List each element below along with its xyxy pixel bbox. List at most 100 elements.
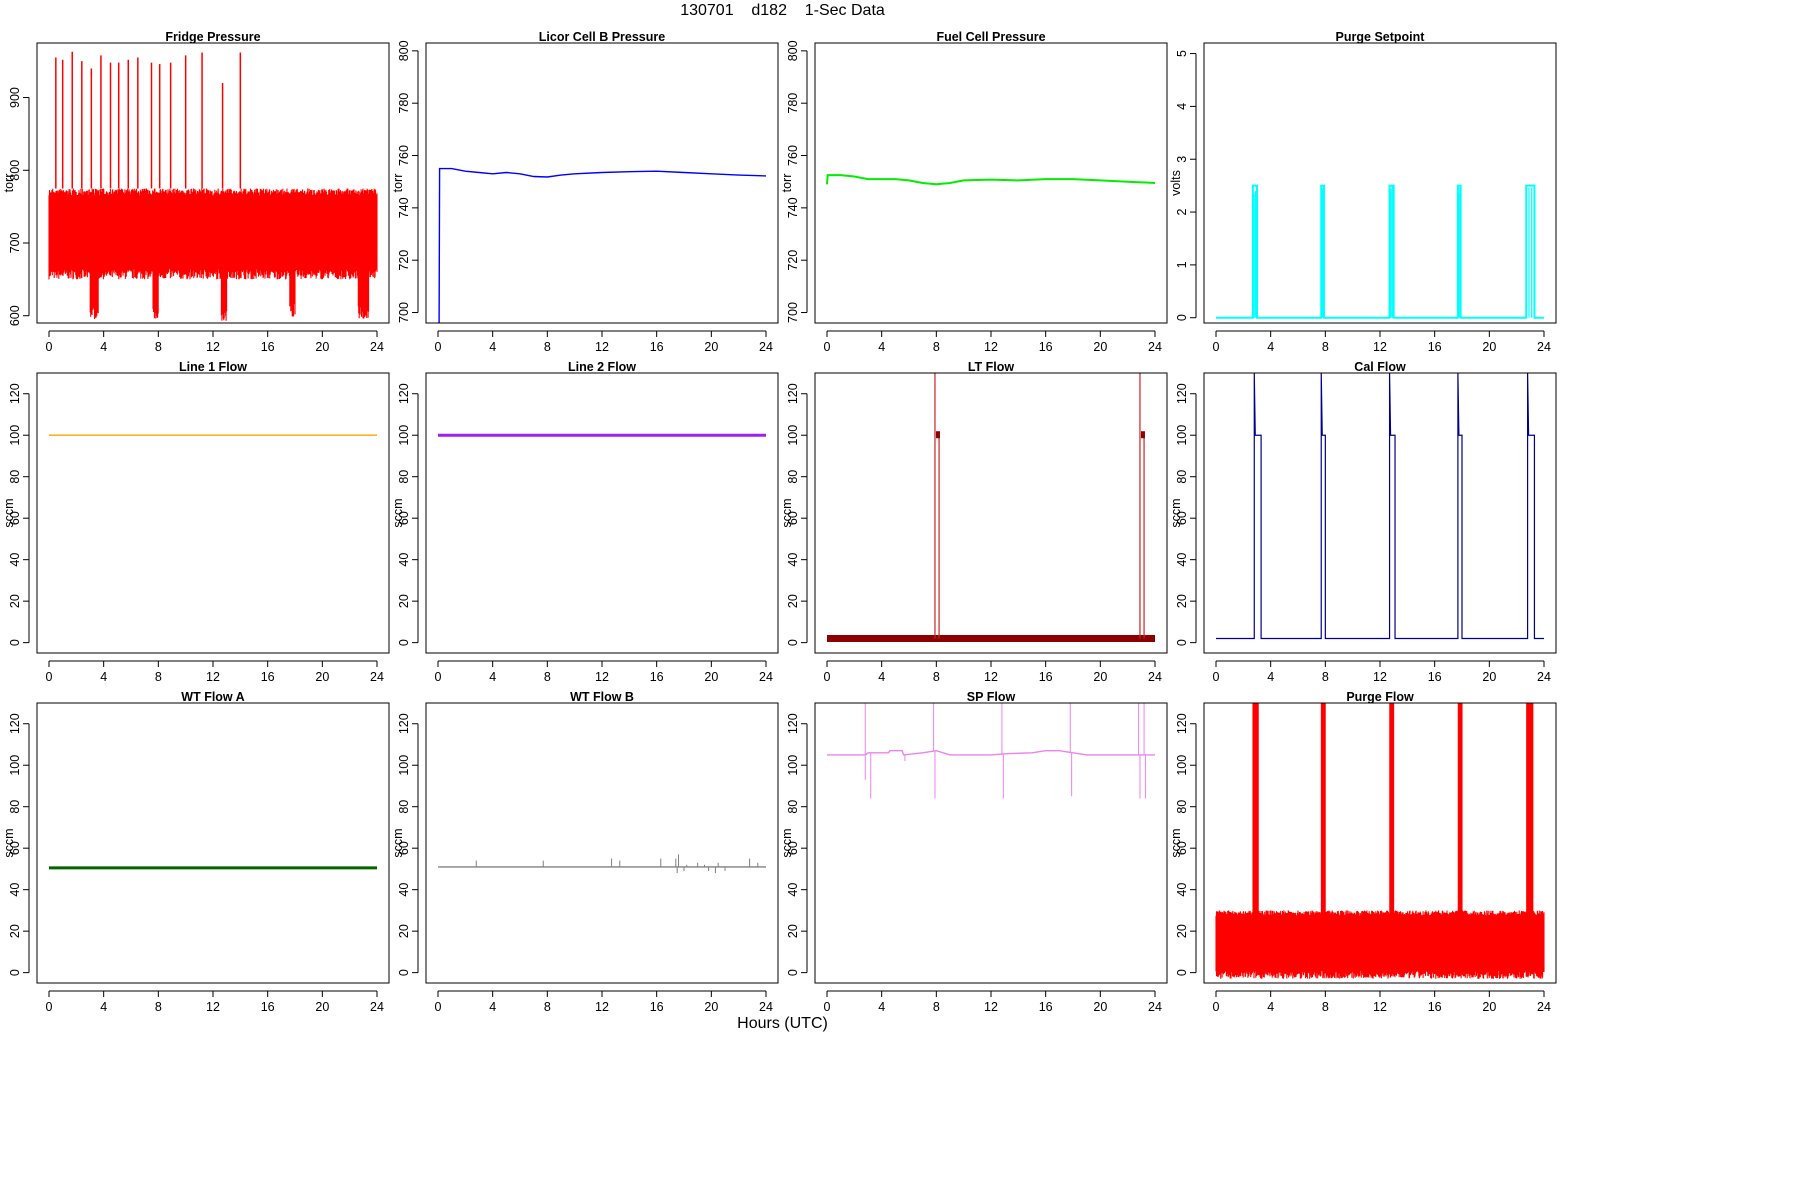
y-tick-label: 20 (786, 924, 800, 938)
x-tick-label: 16 (650, 670, 664, 684)
y-tick-label: 1 (1175, 261, 1189, 268)
x-tick-label: 4 (1267, 670, 1274, 684)
panel-title: Purge Setpoint (1336, 30, 1426, 44)
x-tick-label: 4 (489, 670, 496, 684)
y-tick-label: 100 (397, 755, 411, 776)
plot-frame (36, 702, 390, 984)
plot-frame (1203, 702, 1557, 984)
y-tick-label: 120 (786, 713, 800, 734)
x-tick-label: 20 (1482, 670, 1496, 684)
y-tick-label: 120 (397, 383, 411, 404)
y-axis-label: sccm (780, 498, 794, 527)
panel-title: SP Flow (967, 690, 1016, 704)
plot-frame (36, 372, 390, 654)
y-tick-label: 780 (786, 93, 800, 114)
x-tick-label: 12 (984, 1000, 998, 1014)
plot-frame (1203, 42, 1557, 324)
plot-area (827, 703, 1155, 799)
panel-title: LT Flow (968, 360, 1015, 374)
y-tick-label: 80 (8, 800, 22, 814)
x-tick-label: 0 (1213, 670, 1220, 684)
x-tick-label: 16 (261, 1000, 275, 1014)
x-tick-label: 20 (315, 1000, 329, 1014)
y-tick-label: 4 (1175, 103, 1189, 110)
x-tick-label: 12 (206, 340, 220, 354)
plot-area (438, 167, 767, 323)
x-tick-label: 8 (933, 340, 940, 354)
y-tick-label: 0 (1175, 639, 1189, 646)
x-tick-label: 20 (315, 670, 329, 684)
x-tick-label: 24 (759, 670, 773, 684)
x-tick-label: 12 (984, 670, 998, 684)
x-tick-label: 0 (435, 340, 442, 354)
y-tick-label: 20 (1175, 594, 1189, 608)
y-axis-label: torr (391, 174, 405, 193)
data-band (1215, 703, 1545, 979)
x-tick-label: 4 (1267, 340, 1274, 354)
x-tick-label: 4 (878, 670, 885, 684)
x-tick-label: 8 (1322, 1000, 1329, 1014)
y-tick-label: 120 (1175, 713, 1189, 734)
x-tick-label: 0 (435, 670, 442, 684)
y-axis-label: torr (2, 174, 16, 193)
y-tick-label: 40 (1175, 883, 1189, 897)
y-tick-label: 80 (1175, 470, 1189, 484)
x-tick-label: 24 (370, 1000, 384, 1014)
x-tick-label: 4 (878, 340, 885, 354)
x-tick-label: 0 (435, 1000, 442, 1014)
panel-cal-flow: Cal Flow sccm 0 4 8 12 16 20 24 0 20 40 60 80 100 120 (1169, 360, 1557, 684)
y-tick-label: 40 (8, 883, 22, 897)
data-pulse-top (1140, 431, 1145, 439)
y-tick-label: 700 (786, 302, 800, 323)
data-pulse-top (935, 431, 940, 439)
y-tick-label: 20 (8, 594, 22, 608)
x-tick-label: 24 (1148, 1000, 1162, 1014)
panel-title: Licor Cell B Pressure (539, 30, 665, 44)
data-line (438, 167, 767, 323)
x-tick-label: 8 (1322, 670, 1329, 684)
panel-sp-flow: SP Flow sccm 0 4 8 12 16 20 24 0 20 40 60 80 100 120 (780, 690, 1168, 1014)
y-tick-label: 700 (8, 233, 22, 254)
y-tick-label: 60 (1175, 841, 1189, 855)
panel-title: Cal Flow (1354, 360, 1406, 374)
x-tick-label: 8 (933, 670, 940, 684)
x-axis-label: Hours (UTC) (737, 1015, 828, 1032)
data-line (1216, 184, 1544, 319)
y-tick-label: 60 (1175, 511, 1189, 525)
x-tick-label: 0 (1213, 340, 1220, 354)
x-tick-label: 4 (878, 1000, 885, 1014)
y-tick-label: 0 (397, 969, 411, 976)
y-axis-label: volts (1169, 170, 1183, 196)
plot-area (1215, 703, 1545, 979)
x-tick-label: 8 (933, 1000, 940, 1014)
panel-title: Fridge Pressure (165, 30, 260, 44)
x-tick-label: 16 (1039, 670, 1053, 684)
y-tick-label: 120 (786, 383, 800, 404)
x-tick-label: 12 (984, 340, 998, 354)
x-tick-label: 0 (1213, 1000, 1220, 1014)
x-tick-label: 24 (759, 1000, 773, 1014)
x-tick-label: 16 (261, 340, 275, 354)
x-tick-label: 12 (1373, 340, 1387, 354)
plot-frame (814, 702, 1168, 984)
plot-area (438, 854, 766, 874)
y-tick-label: 120 (8, 383, 22, 404)
y-tick-label: 120 (1175, 383, 1189, 404)
x-tick-label: 16 (1039, 340, 1053, 354)
x-tick-label: 12 (595, 340, 609, 354)
x-tick-label: 20 (1093, 670, 1107, 684)
x-tick-label: 8 (155, 1000, 162, 1014)
x-tick-label: 0 (824, 1000, 831, 1014)
x-tick-label: 0 (46, 1000, 53, 1014)
x-tick-label: 16 (261, 670, 275, 684)
x-tick-label: 4 (1267, 1000, 1274, 1014)
panel-wt-flow-a: WT Flow A sccm 0 4 8 12 16 20 24 0 20 40 60 80 100 120 (2, 690, 390, 1014)
x-tick-label: 12 (206, 670, 220, 684)
x-tick-label: 24 (370, 340, 384, 354)
plot-area (1216, 184, 1544, 319)
y-tick-label: 760 (786, 145, 800, 166)
y-tick-label: 80 (786, 800, 800, 814)
x-tick-label: 4 (100, 1000, 107, 1014)
panel-title: WT Flow B (570, 690, 634, 704)
y-tick-label: 20 (397, 924, 411, 938)
